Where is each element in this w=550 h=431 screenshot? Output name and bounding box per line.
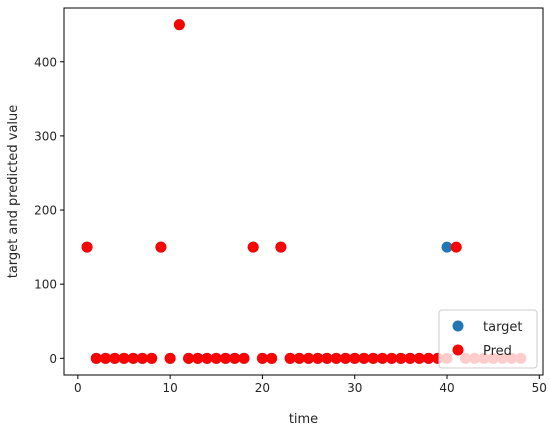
data-point-pred-37 <box>423 352 435 364</box>
data-point-pred-26 <box>321 352 333 364</box>
data-point-pred-14 <box>210 352 222 364</box>
data-point-pred-12 <box>192 352 204 364</box>
data-point-pred-35 <box>404 352 416 364</box>
data-point-pred-19 <box>256 352 268 364</box>
legend-label-target: target <box>483 320 523 335</box>
axes-layer: 0 10 20 30 40 50 0 100 200 300 400 time target and p… <box>6 7 547 427</box>
data-point-pred-36 <box>413 352 425 364</box>
data-point-pred-6 <box>136 352 148 364</box>
data-point-pred-25 <box>312 352 324 364</box>
data-point-pred-15 <box>220 352 232 364</box>
data-point-pred-40 <box>450 241 462 253</box>
legend: target Pred <box>438 309 538 369</box>
data-point-target-39 <box>441 241 453 253</box>
y-axis-label: target and predicted value <box>6 105 21 279</box>
x-tick-label-40: 40 <box>439 381 454 395</box>
data-point-pred-2 <box>100 352 112 364</box>
data-point-pred-30 <box>358 352 370 364</box>
x-tick-label-50: 50 <box>532 381 547 395</box>
y-tick-label-0: 0 <box>49 352 57 366</box>
data-point-pred-11 <box>183 352 195 364</box>
legend-label-pred: Pred <box>483 344 512 359</box>
data-point-pred-22 <box>284 352 296 364</box>
data-point-pred-7 <box>146 352 158 364</box>
data-point-pred-5 <box>127 352 139 364</box>
y-tick-label-400: 400 <box>34 55 57 69</box>
data-point-pred-24 <box>303 352 315 364</box>
data-point-pred-9 <box>164 352 176 364</box>
legend-box <box>438 309 538 369</box>
data-point-pred-27 <box>330 352 342 364</box>
data-point-pred-16 <box>229 352 241 364</box>
data-point-pred-32 <box>376 352 388 364</box>
data-point-pred-29 <box>349 352 361 364</box>
data-point-pred-18 <box>247 241 259 253</box>
x-tick-label-30: 30 <box>347 381 362 395</box>
data-point-pred-4 <box>118 352 130 364</box>
x-tick-label-10: 10 <box>162 381 177 395</box>
data-point-pred-3 <box>109 352 121 364</box>
data-point-pred-8 <box>155 241 167 253</box>
data-point-pred-1 <box>90 352 102 364</box>
x-tick-label-20: 20 <box>255 381 270 395</box>
data-point-pred-10 <box>173 19 185 31</box>
data-point-pred-0 <box>81 241 93 253</box>
data-point-pred-23 <box>293 352 305 364</box>
y-tick-label-100: 100 <box>34 278 57 292</box>
data-point-pred-33 <box>386 352 398 364</box>
series-target <box>81 19 453 364</box>
data-point-pred-17 <box>238 352 250 364</box>
data-point-pred-28 <box>339 352 351 364</box>
data-point-pred-13 <box>201 352 213 364</box>
y-tick-label-200: 200 <box>34 204 57 218</box>
legend-marker-target <box>452 320 464 332</box>
legend-marker-pred <box>452 344 464 356</box>
data-point-pred-34 <box>395 352 407 364</box>
x-tick-label-0: 0 <box>74 381 82 395</box>
data-point-pred-21 <box>275 241 287 253</box>
data-point-pred-20 <box>266 352 278 364</box>
plot-frame <box>63 7 544 376</box>
x-axis-label: time <box>289 412 318 427</box>
data-point-pred-31 <box>367 352 379 364</box>
y-tick-label-300: 300 <box>34 129 57 143</box>
